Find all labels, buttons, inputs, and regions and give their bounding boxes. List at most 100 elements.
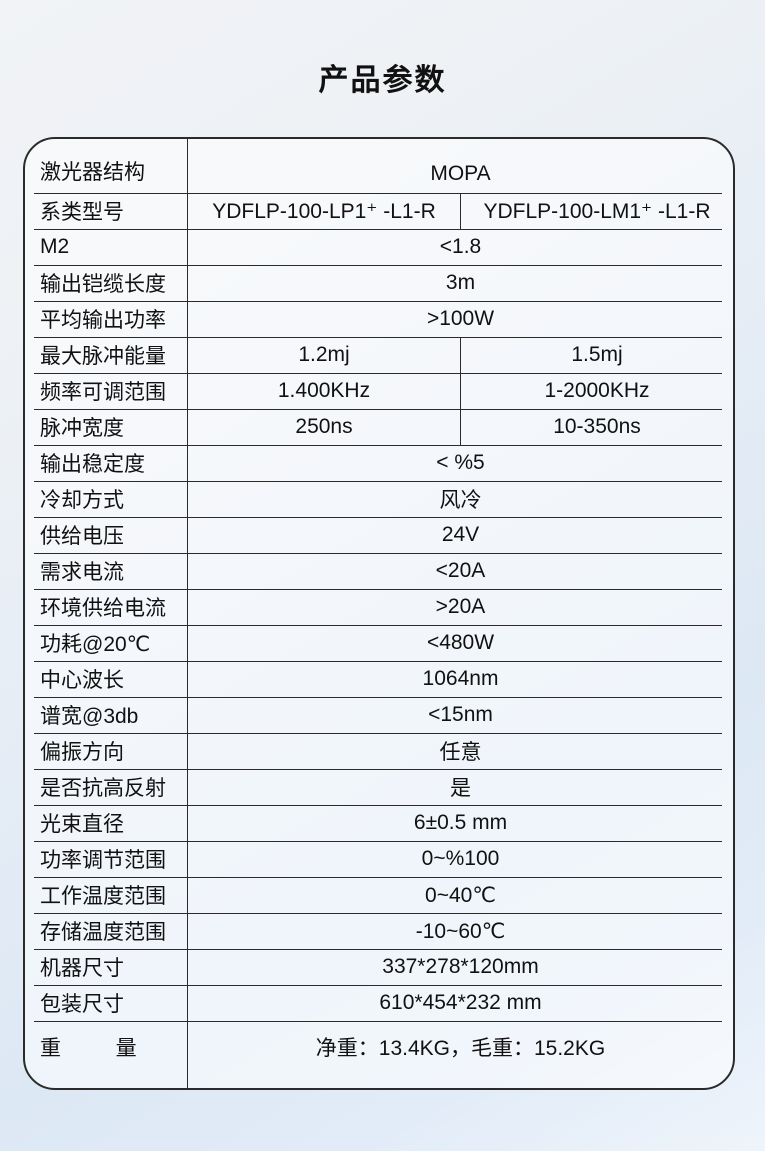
table-row: 光束直径 6±0.5 mm [25,805,733,842]
row-values: 6±0.5 mm [188,805,733,841]
row-values: -10~60℃ [188,913,733,949]
row-label: M2 [25,229,188,265]
row-values: <15nm [188,697,733,733]
row-label: 机器尺寸 [25,949,188,985]
row-values: 24V [188,517,733,553]
row-label: 频率可调范围 [25,373,188,409]
row-value: 3m [445,271,476,294]
table-row: 需求电流 <20A [25,553,733,590]
table-row: 冷却方式 风冷 [25,481,733,518]
row-value: 0~40℃ [425,883,496,907]
row-label: 是否抗高反射 [25,769,188,805]
table-row: 平均输出功率 >100W [25,301,733,338]
row-value: <1.8 [439,235,482,258]
row-value: 24V [441,523,480,546]
table-row: 激光器结构 MOPA [25,139,733,194]
row-label: 需求电流 [25,553,188,589]
row-label: 功耗@20℃ [25,625,188,661]
table-row: 存储温度范围 -10~60℃ [25,913,733,950]
row-label: 激光器结构 [25,139,188,193]
table-row: 工作温度范围 0~40℃ [25,877,733,914]
row-value: 任意 [439,741,482,764]
row-value: 10-350ns [460,409,733,445]
row-value: YDFLP-100-LP1⁺ -L1-R [212,199,436,223]
table-row: 中心波长 1064nm [25,661,733,698]
row-values: 风冷 [188,481,733,517]
row-value: <480W [426,631,495,654]
row-value: 250ns [295,415,353,438]
row-value: MOPA [430,162,491,185]
table-row: 重量 净重：13.4KG，毛重：15.2KG [25,1021,733,1088]
row-values: 净重：13.4KG，毛重：15.2KG [188,1021,733,1088]
row-label: 供给电压 [25,517,188,553]
table-row: 功耗@20℃ <480W [25,625,733,662]
row-value: <15nm [428,703,493,726]
row-label: 脉冲宽度 [25,409,188,445]
row-label: 谱宽@3db [25,697,188,733]
row-values: 337*278*120mm [188,949,733,985]
row-label: 包装尺寸 [25,985,188,1021]
row-values: 1064nm [188,661,733,697]
row-value: 净重：13.4KG，毛重：15.2KG [315,1037,606,1060]
row-values: 1.2mj 1.5mj [188,337,733,373]
row-value: >20A [435,595,486,618]
row-values: MOPA [188,139,733,193]
row-value: YDFLP-100-LM1⁺ -L1-R [460,193,733,229]
row-value: 风冷 [439,489,482,512]
table-row: 频率可调范围 1.400KHz 1-2000KHz [25,373,733,410]
table-row: 是否抗高反射 是 [25,769,733,806]
row-values: >100W [188,301,733,337]
row-values: 3m [188,265,733,301]
row-value: 0~%100 [421,847,500,870]
table-row: 环境供给电流 >20A [25,589,733,626]
row-value: 610*454*232 mm [379,991,542,1014]
row-label: 存储温度范围 [25,913,188,949]
row-label: 重量 [25,1021,188,1088]
spec-table: 激光器结构 MOPA 系类型号 YDFLP-100-LP1⁺ -L1-R YDFLP-1… [23,137,735,1090]
row-label: 平均输出功率 [25,301,188,337]
row-values: <1.8 [188,229,733,265]
page-title: 产品参数 [318,64,447,97]
table-row: 输出稳定度 < %5 [25,445,733,482]
row-label: 输出稳定度 [25,445,188,481]
table-row: 最大脉冲能量 1.2mj 1.5mj [25,337,733,374]
row-label: 最大脉冲能量 [25,337,188,373]
row-label: 工作温度范围 [25,877,188,913]
row-value: >100W [426,307,495,330]
table-row: 包装尺寸 610*454*232 mm [25,985,733,1022]
row-values: 610*454*232 mm [188,985,733,1021]
row-values: >20A [188,589,733,625]
row-value: -10~60℃ [415,919,506,943]
row-value: 1-2000KHz [460,373,733,409]
row-label: 环境供给电流 [25,589,188,625]
row-value: 337*278*120mm [382,955,539,978]
table-row: 脉冲宽度 250ns 10-350ns [25,409,733,446]
row-values: 任意 [188,733,733,769]
row-label: 功率调节范围 [25,841,188,877]
table-row: 输出铠缆长度 3m [25,265,733,302]
table-row: 偏振方向 任意 [25,733,733,770]
row-label: 中心波长 [25,661,188,697]
row-label: 偏振方向 [25,733,188,769]
row-values: < %5 [188,445,733,481]
row-value: 1.5mj [460,337,733,373]
table-row: 系类型号 YDFLP-100-LP1⁺ -L1-R YDFLP-100-LM1⁺ -… [25,193,733,230]
table-row: 机器尺寸 337*278*120mm [25,949,733,986]
row-values: 1.400KHz 1-2000KHz [188,373,733,409]
row-value: 是 [450,777,471,800]
row-values: <20A [188,553,733,589]
table-row: M2 <1.8 [25,229,733,266]
row-label: 输出铠缆长度 [25,265,188,301]
row-values: 0~40℃ [188,877,733,913]
table-row: 谱宽@3db <15nm [25,697,733,734]
row-label: 冷却方式 [25,481,188,517]
table-row: 供给电压 24V [25,517,733,554]
row-value: 1064nm [422,667,499,690]
row-values: 是 [188,769,733,805]
row-values: <480W [188,625,733,661]
row-label: 系类型号 [25,193,188,229]
table-row: 功率调节范围 0~%100 [25,841,733,878]
row-values: 250ns 10-350ns [188,409,733,445]
row-value: 1.400KHz [277,379,371,402]
